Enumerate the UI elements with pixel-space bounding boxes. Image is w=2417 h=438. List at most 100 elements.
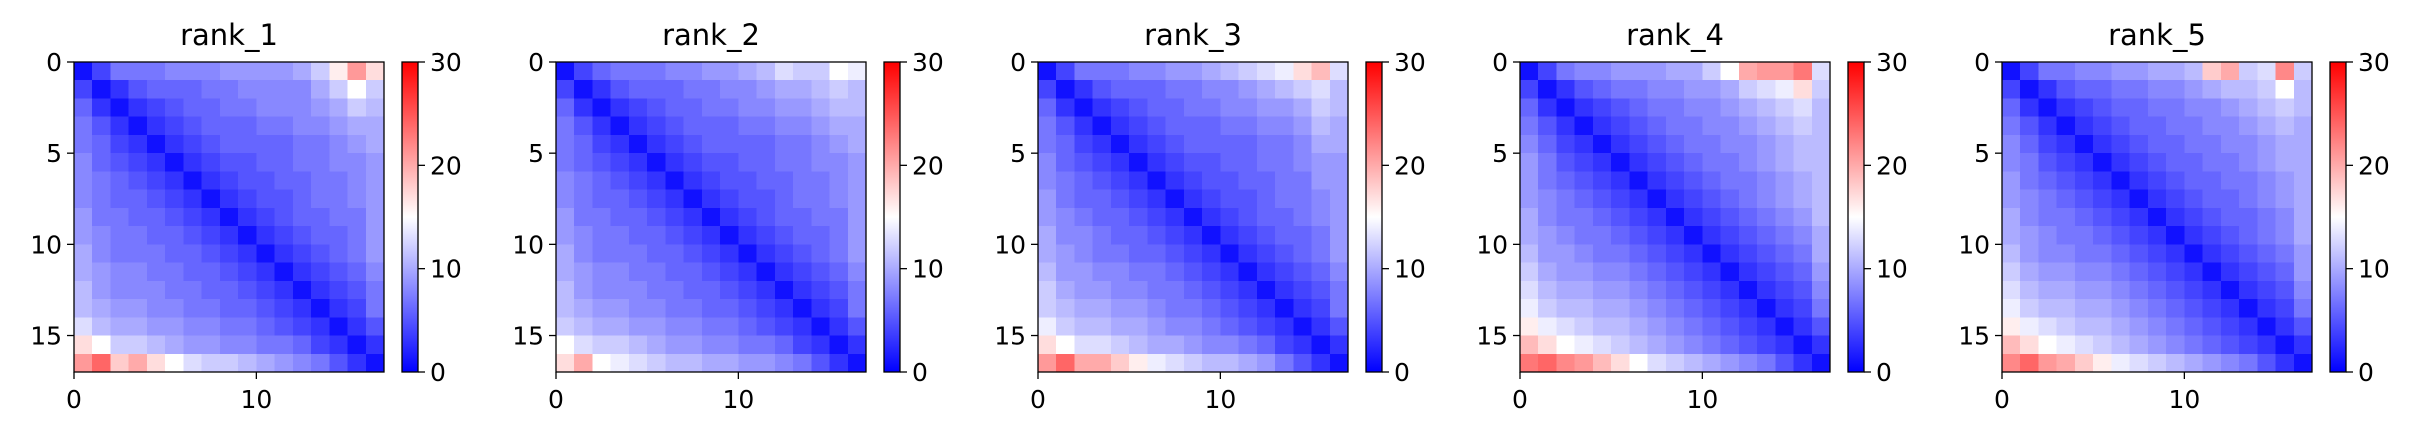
heatmap-cell (2074, 226, 2094, 245)
heatmap-cell (74, 335, 93, 355)
heatmap-cell (2129, 98, 2149, 118)
heatmap-cell (1038, 134, 1057, 154)
heatmap-cell (2184, 153, 2204, 172)
heatmap-cell (592, 335, 612, 355)
heatmap-cell (701, 299, 721, 318)
heatmap-cell (720, 98, 739, 118)
heatmap-cell (2093, 116, 2112, 136)
heatmap-cell (1147, 62, 1167, 81)
colorbar-tick-label: 10 (912, 255, 944, 284)
panel-title: rank_2 (662, 18, 760, 52)
heatmap-cell (1574, 262, 1594, 282)
heatmap-cell (2002, 280, 2021, 300)
heatmap-cell (701, 226, 721, 245)
heatmap-cell (1538, 353, 1557, 373)
heatmap-cell (2020, 335, 2039, 355)
colorbar-tick-label: 20 (430, 151, 462, 180)
heatmap-cell (1056, 335, 1075, 355)
heatmap-cell (1775, 262, 1795, 282)
heatmap-cell (756, 335, 776, 355)
heatmap-cell (829, 153, 849, 172)
heatmap-cell (2202, 153, 2222, 172)
heatmap-cell (628, 134, 648, 154)
heatmap-cell (665, 189, 685, 209)
heatmap-cell (92, 62, 111, 81)
heatmap-cell (2111, 353, 2131, 373)
heatmap-cell (201, 299, 221, 318)
heatmap-cell (774, 280, 794, 300)
heatmap-cell (292, 262, 312, 282)
heatmap-cell (1311, 262, 1331, 282)
heatmap-cell (2220, 189, 2240, 209)
heatmap-cell (2147, 134, 2167, 154)
heatmap-cell (1129, 189, 1148, 209)
heatmap-cell (847, 226, 867, 245)
heatmap-cell (592, 226, 612, 245)
heatmap-cell (1702, 244, 1722, 264)
heatmap-cell (1165, 134, 1185, 154)
heatmap-cell (665, 62, 685, 81)
heatmap-cell (1574, 171, 1594, 191)
heatmap-cell (2002, 153, 2021, 172)
heatmap-cell (1647, 280, 1667, 300)
heatmap-cell (256, 335, 276, 355)
heatmap-cell (1538, 317, 1557, 337)
heatmap-cell (1629, 262, 1649, 282)
heatmap-cell (2239, 116, 2258, 136)
heatmap-cell (774, 335, 794, 355)
heatmap-cell (774, 98, 794, 118)
heatmap-cell (1811, 299, 1831, 318)
heatmap-cell (2184, 335, 2204, 355)
heatmap-cell (1520, 353, 1539, 373)
heatmap-cell (793, 207, 812, 227)
heatmap-cell (1738, 171, 1758, 191)
heatmap-cell (2020, 299, 2039, 318)
heatmap-cell (701, 98, 721, 118)
heatmap-cell (610, 62, 630, 81)
heatmap-cell (2147, 171, 2167, 191)
heatmap-cell (1183, 98, 1203, 118)
heatmap-cell (592, 317, 612, 337)
heatmap-cell (292, 280, 312, 300)
heatmap-cell (2129, 153, 2149, 172)
heatmap-cell (2220, 134, 2240, 154)
colorbar (402, 62, 418, 372)
heatmap-cell (647, 62, 666, 81)
y-tick-label: 0 (46, 48, 62, 77)
heatmap-cell (1038, 62, 1057, 81)
heatmap-cell (74, 134, 93, 154)
heatmap-cell (1592, 335, 1612, 355)
heatmap-cell (365, 134, 385, 154)
heatmap-cell (201, 62, 221, 81)
heatmap-cell (1147, 244, 1167, 264)
heatmap-cell (1738, 353, 1758, 373)
heatmap-cell (774, 116, 794, 136)
heatmap-cell (628, 171, 648, 191)
heatmap-cell (592, 262, 612, 282)
heatmap-cell (2147, 98, 2167, 118)
heatmap-cell (1275, 189, 1294, 209)
heatmap-cell (1629, 299, 1649, 318)
heatmap-cell (110, 80, 130, 99)
heatmap-cell (756, 280, 776, 300)
heatmap-cell (610, 335, 630, 355)
heatmap-cell (2093, 262, 2112, 282)
heatmap-cell (1574, 189, 1594, 209)
heatmap-cell (292, 353, 312, 373)
heatmap-cell (347, 189, 367, 209)
heatmap-cell (665, 98, 685, 118)
heatmap-cell (1647, 98, 1667, 118)
heatmap-cell (1629, 353, 1649, 373)
heatmap-cell (92, 171, 111, 191)
heatmap-cell (647, 189, 666, 209)
heatmap-cell (1056, 244, 1075, 264)
heatmap-cell (183, 226, 203, 245)
heatmap-cell (1056, 299, 1075, 318)
heatmap-cell (1074, 80, 1094, 99)
heatmap-cell (1592, 207, 1612, 227)
heatmap-cell (1202, 153, 1221, 172)
heatmap-cell (2074, 98, 2094, 118)
heatmap-cell (1165, 189, 1185, 209)
heatmap-cell (701, 80, 721, 99)
heatmap-cell (1074, 171, 1094, 191)
